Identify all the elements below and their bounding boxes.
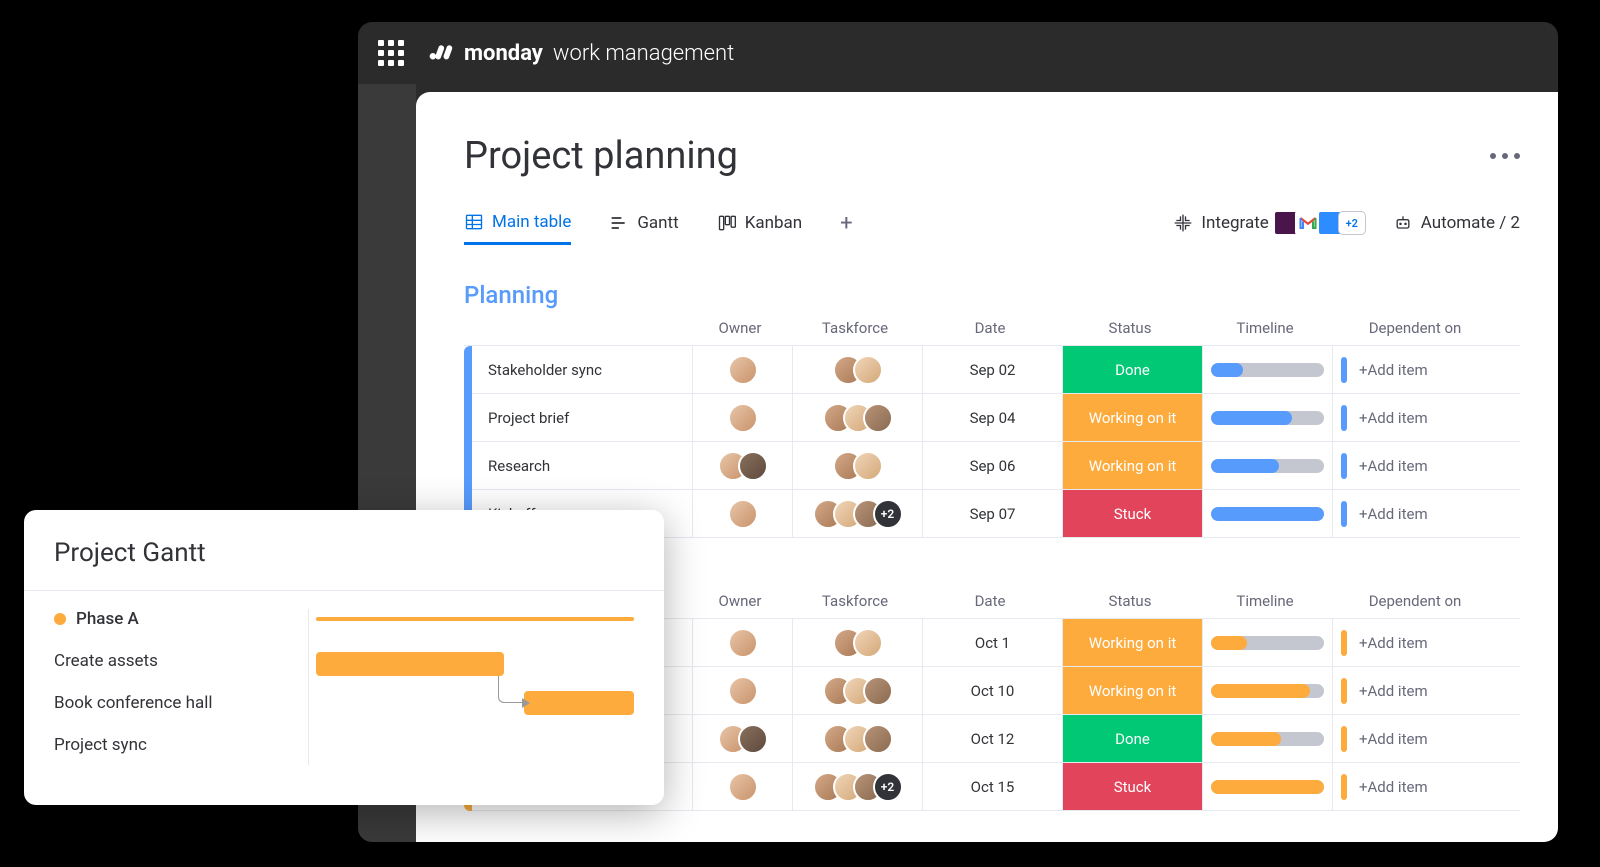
status-cell[interactable]: Done [1062, 346, 1202, 393]
task-name[interactable]: Research [472, 442, 692, 489]
timeline-cell[interactable] [1202, 442, 1332, 489]
column-header[interactable]: Status [1060, 592, 1200, 610]
group-title[interactable]: Planning [464, 281, 1520, 309]
column-header[interactable]: Taskforce [790, 319, 920, 337]
date-cell[interactable]: Oct 15 [922, 763, 1062, 810]
column-header[interactable]: Dependent on [1330, 592, 1500, 610]
table-row[interactable]: Project brief Sep 04Working on it +Add ite… [472, 394, 1520, 442]
gantt-card-title: Project Gantt [54, 538, 634, 568]
status-cell[interactable]: Stuck [1062, 763, 1202, 810]
column-header[interactable]: Date [920, 319, 1060, 337]
dependent-cell[interactable]: +Add item [1332, 715, 1502, 762]
taskforce-cell[interactable] [792, 394, 922, 441]
gantt-phase-line[interactable] [316, 617, 635, 621]
owner-cell[interactable] [692, 715, 792, 762]
date-cell[interactable]: Oct 10 [922, 667, 1062, 714]
gantt-card: Project Gantt Phase A Create assets Book c… [24, 510, 664, 805]
taskforce-cell[interactable] [792, 619, 922, 666]
gantt-connector [498, 676, 524, 703]
date-cell[interactable]: Sep 04 [922, 394, 1062, 441]
owner-cell[interactable] [692, 763, 792, 810]
brand-logo-icon [428, 40, 454, 66]
timeline-cell[interactable] [1202, 346, 1332, 393]
gantt-row-label[interactable]: Create assets [54, 651, 308, 671]
taskforce-cell[interactable] [792, 346, 922, 393]
column-header[interactable]: Status [1060, 319, 1200, 337]
gantt-task-bar[interactable] [524, 691, 635, 715]
robot-icon [1393, 213, 1413, 233]
date-cell[interactable]: Oct 12 [922, 715, 1062, 762]
apps-grid-icon[interactable] [378, 40, 404, 66]
date-cell[interactable]: Sep 07 [922, 490, 1062, 537]
column-header[interactable]: Owner [690, 319, 790, 337]
timeline-cell[interactable] [1202, 394, 1332, 441]
timeline-cell[interactable] [1202, 715, 1332, 762]
timeline-cell[interactable] [1202, 763, 1332, 810]
more-menu-icon[interactable] [1490, 153, 1520, 159]
dependent-cell[interactable]: +Add item [1332, 442, 1502, 489]
column-header[interactable]: Dependent on [1330, 319, 1500, 337]
column-header[interactable]: Date [920, 592, 1060, 610]
gantt-row-label[interactable]: Project sync [54, 735, 308, 755]
timeline-cell[interactable] [1202, 490, 1332, 537]
dependent-cell[interactable]: +Add item [1332, 619, 1502, 666]
taskforce-cell[interactable] [792, 667, 922, 714]
taskforce-cell[interactable] [792, 715, 922, 762]
dependent-cell[interactable]: +Add item [1332, 394, 1502, 441]
column-header[interactable]: Taskforce [790, 592, 920, 610]
integrate-icon [1173, 213, 1193, 233]
status-cell[interactable]: Working on it [1062, 394, 1202, 441]
status-cell[interactable]: Done [1062, 715, 1202, 762]
owner-cell[interactable] [692, 490, 792, 537]
timeline-cell[interactable] [1202, 619, 1332, 666]
timeline-cell[interactable] [1202, 667, 1332, 714]
owner-cell[interactable] [692, 667, 792, 714]
table-row[interactable]: Research Sep 06Working on it +Add item [472, 442, 1520, 490]
taskforce-cell[interactable]: +2 [792, 490, 922, 537]
owner-cell[interactable] [692, 619, 792, 666]
automate-button[interactable]: Automate / 2 [1393, 213, 1520, 233]
status-cell[interactable]: Stuck [1062, 490, 1202, 537]
taskforce-cell[interactable]: +2 [792, 763, 922, 810]
integration-more-badge[interactable]: +2 [1339, 212, 1365, 234]
gantt-arrow-icon [522, 698, 530, 708]
view-tab-kanban[interactable]: Kanban [717, 213, 802, 243]
column-header[interactable]: Timeline [1200, 592, 1330, 610]
app-header: monday work management [358, 22, 1558, 84]
dependent-cell[interactable]: +Add item [1332, 346, 1502, 393]
gantt-task-bar[interactable] [316, 652, 505, 676]
status-cell[interactable]: Working on it [1062, 667, 1202, 714]
view-tab-main-table[interactable]: Main table [464, 212, 571, 245]
table-row[interactable]: Stakeholder sync Sep 02Done +Add item [472, 346, 1520, 394]
gantt-row-label[interactable]: Book conference hall [54, 693, 308, 713]
page-title: Project planning [464, 134, 738, 178]
brand-suffix: work management [553, 41, 734, 66]
brand: monday work management [428, 40, 734, 66]
view-tab-gantt[interactable]: Gantt [609, 213, 678, 243]
status-cell[interactable]: Working on it [1062, 619, 1202, 666]
column-header[interactable]: Timeline [1200, 319, 1330, 337]
add-view-button[interactable]: + [840, 211, 852, 246]
brand-name: monday [464, 41, 543, 66]
phase-dot-icon [54, 613, 66, 625]
status-cell[interactable]: Working on it [1062, 442, 1202, 489]
column-header[interactable]: Owner [690, 592, 790, 610]
integrate-button[interactable]: Integrate +2 [1173, 210, 1364, 236]
dependent-cell[interactable]: +Add item [1332, 667, 1502, 714]
date-cell[interactable]: Oct 1 [922, 619, 1062, 666]
task-name[interactable]: Stakeholder sync [472, 346, 692, 393]
date-cell[interactable]: Sep 02 [922, 346, 1062, 393]
date-cell[interactable]: Sep 06 [922, 442, 1062, 489]
owner-cell[interactable] [692, 394, 792, 441]
task-name[interactable]: Project brief [472, 394, 692, 441]
taskforce-cell[interactable] [792, 442, 922, 489]
gantt-row-label[interactable]: Phase A [54, 609, 308, 629]
dependent-cell[interactable]: +Add item [1332, 763, 1502, 810]
owner-cell[interactable] [692, 346, 792, 393]
owner-cell[interactable] [692, 442, 792, 489]
dependent-cell[interactable]: +Add item [1332, 490, 1502, 537]
view-tabs-bar: Main table Gantt Kanban + Integrate +2 Aut… [464, 210, 1520, 247]
gantt-divider [24, 590, 664, 591]
